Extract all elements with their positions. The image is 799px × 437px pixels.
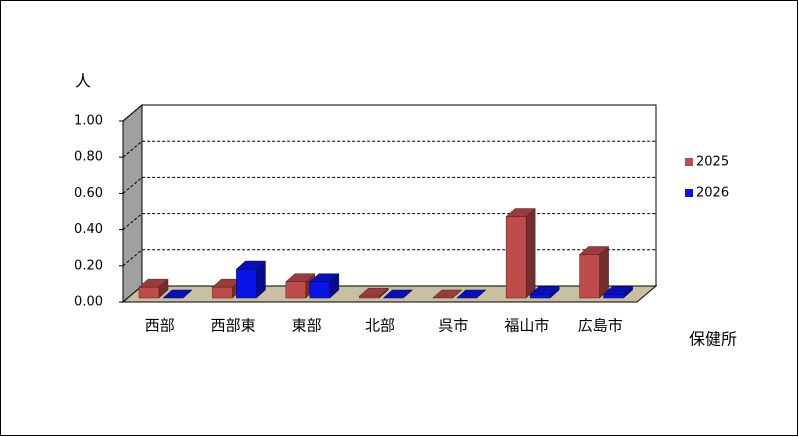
y-tick-label: 1.00 xyxy=(74,114,103,129)
legend-swatch xyxy=(685,189,693,197)
x-tick-label: 北部 xyxy=(365,317,395,335)
bar-top xyxy=(432,289,463,299)
grid-line xyxy=(122,249,656,267)
legend-label: 2026 xyxy=(696,186,729,201)
grid-line xyxy=(122,176,656,194)
bar xyxy=(603,294,624,299)
bar xyxy=(309,281,331,299)
bar xyxy=(138,286,160,299)
bar xyxy=(212,286,233,299)
bar xyxy=(505,216,527,299)
y-tick-label: 0.00 xyxy=(74,295,103,310)
x-tick-label: 福山市 xyxy=(504,317,549,335)
x-axis-label: 保健所 xyxy=(689,330,737,349)
grid-line xyxy=(122,104,656,122)
bar xyxy=(529,294,551,299)
bar xyxy=(285,281,307,299)
x-tick-label: 東部 xyxy=(292,317,322,335)
grid-line xyxy=(122,213,656,230)
y-tick-label: 0.20 xyxy=(74,258,103,273)
bar xyxy=(236,268,257,299)
x-tick-label: 呉市 xyxy=(438,317,468,335)
bar-side xyxy=(599,246,609,299)
x-tick-label: 西部東 xyxy=(211,317,256,335)
bar xyxy=(579,254,600,299)
x-tick-label: 広島市 xyxy=(578,317,623,335)
bar-top xyxy=(162,289,193,299)
y-tick-label: 0.40 xyxy=(74,222,103,237)
y-axis-label: 人 xyxy=(75,72,91,91)
bar xyxy=(359,295,380,299)
legend-swatch xyxy=(685,158,693,166)
y-tick-label: 0.60 xyxy=(74,186,103,201)
legend-label: 2025 xyxy=(696,155,729,170)
bar-side xyxy=(525,207,536,299)
left-wall xyxy=(122,103,143,304)
grid-line xyxy=(122,140,656,158)
back-wall xyxy=(141,104,657,287)
bar-top xyxy=(382,289,413,299)
y-tick-label: 0.80 xyxy=(74,150,103,165)
bar-top xyxy=(456,289,487,299)
x-tick-label: 西部 xyxy=(145,317,175,335)
